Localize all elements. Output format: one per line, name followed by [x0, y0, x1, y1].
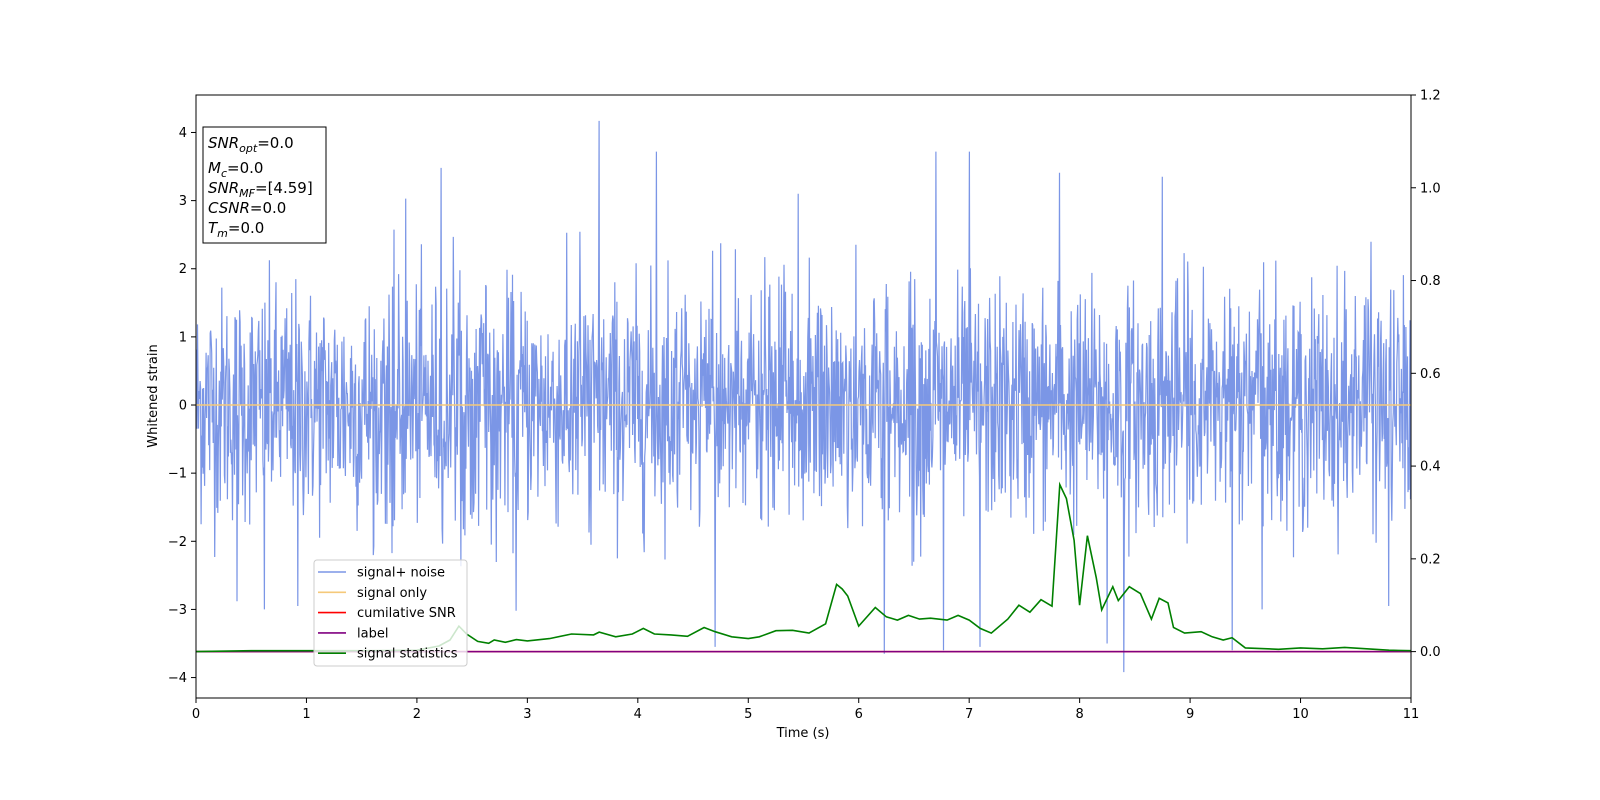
legend: signal+ noise signal only cumilative SNR la… — [313, 559, 468, 667]
y-tick-label-right: 1.0 — [1420, 181, 1441, 196]
x-tick-label: 3 — [523, 707, 531, 722]
series-signal-noise — [196, 120, 1411, 673]
legend-label: signal+ noise — [357, 566, 445, 581]
y-axis-left: −4 −3 −2 −1 0 1 2 3 4 — [168, 126, 196, 686]
x-tick-label: 8 — [1075, 707, 1083, 722]
info-box-line: Mc=0.0 — [208, 159, 263, 180]
series-signal-statistics — [196, 481, 1411, 653]
y-axis-right: 0.0 0.2 0.4 0.6 0.8 1.0 1.2 — [1411, 89, 1441, 660]
x-axis: 0 1 2 3 4 5 6 7 8 9 10 11 — [192, 698, 1419, 722]
x-tick-label: 1 — [302, 707, 310, 722]
y-tick-label-left: 1 — [179, 330, 187, 345]
x-axis-label: Time (s) — [776, 726, 830, 741]
legend-label: label — [357, 626, 388, 641]
info-box-line: SNRopt=0.0 — [208, 134, 294, 155]
y-tick-label-right: 0.2 — [1420, 552, 1441, 567]
y-tick-label-right: 0.8 — [1420, 274, 1441, 289]
x-tick-label: 11 — [1403, 707, 1420, 722]
y-tick-label-left: 2 — [179, 262, 187, 277]
plot-frame — [195, 94, 1412, 699]
info-box-line: Tm=0.0 — [208, 219, 264, 240]
info-box-line: CSNR=0.0 — [208, 199, 286, 217]
y-axis-label: Whitened strain — [146, 344, 161, 447]
y-tick-label-right: 0.6 — [1420, 367, 1441, 382]
x-tick-label: 9 — [1186, 707, 1194, 722]
y-tick-label-left: −2 — [168, 535, 187, 550]
legend-frame — [313, 559, 468, 667]
info-box-line: SNRMF=[4.59] — [208, 179, 313, 200]
y-tick-label-left: −1 — [168, 467, 187, 482]
legend-label: signal only — [357, 586, 427, 601]
y-tick-label-right: 1.2 — [1420, 89, 1441, 104]
y-tick-label-right: 0.0 — [1420, 645, 1441, 660]
x-tick-label: 6 — [855, 707, 863, 722]
x-tick-label: 4 — [634, 707, 642, 722]
y-tick-label-left: 0 — [179, 399, 187, 414]
y-tick-label-left: 4 — [179, 126, 187, 141]
legend-label: cumilative SNR — [357, 606, 456, 621]
x-tick-label: 10 — [1292, 707, 1309, 722]
x-tick-label: 0 — [192, 707, 200, 722]
y-tick-label-left: 3 — [179, 194, 187, 209]
x-tick-label: 2 — [413, 707, 421, 722]
y-tick-label-left: −4 — [168, 671, 187, 686]
y-tick-label-right: 0.4 — [1420, 460, 1441, 475]
y-tick-label-left: −3 — [168, 603, 187, 618]
info-box-frame — [202, 126, 327, 244]
x-tick-label: 7 — [965, 707, 973, 722]
x-tick-label: 5 — [744, 707, 752, 722]
legend-label: signal statistics — [357, 647, 458, 662]
